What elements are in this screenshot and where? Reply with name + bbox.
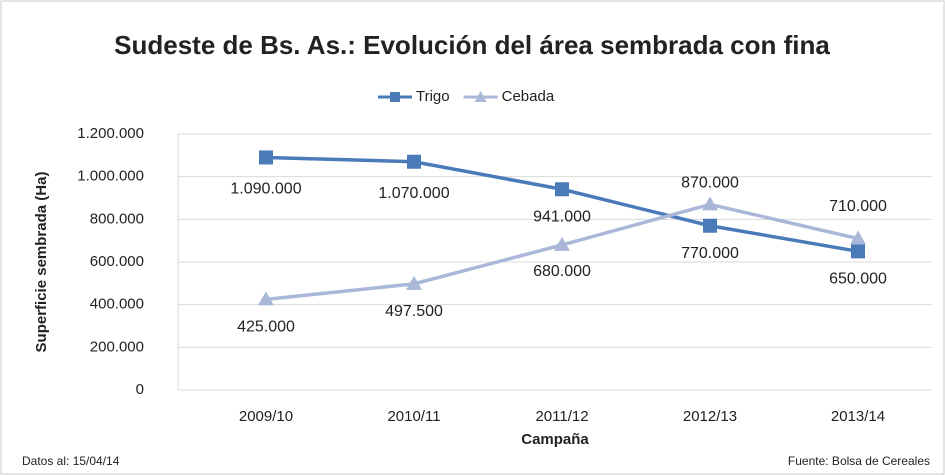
marker xyxy=(702,196,718,211)
y-tick-label: 0 xyxy=(136,381,144,398)
x-tick-label: 2009/10 xyxy=(239,408,293,425)
data-label: 710.000 xyxy=(829,198,887,215)
marker xyxy=(259,150,273,165)
y-tick-label: 200.000 xyxy=(90,338,144,355)
y-tick-label: 800.000 xyxy=(90,210,144,227)
y-axis-label: Superficie sembrada (Ha) xyxy=(33,172,50,353)
data-label: 941.000 xyxy=(533,208,591,225)
x-tick-label: 2013/14 xyxy=(831,408,885,425)
chart-title: Sudeste de Bs. As.: Evolución del área s… xyxy=(114,30,830,60)
data-label: 770.000 xyxy=(681,245,739,262)
data-label: 497.500 xyxy=(385,303,443,320)
data-label: 650.000 xyxy=(829,271,887,288)
marker xyxy=(850,230,866,245)
legend-marker xyxy=(390,92,400,102)
x-tick-label: 2010/11 xyxy=(387,408,440,425)
annotation: Datos al: 15/04/14 xyxy=(22,454,120,468)
data-label: 1.070.000 xyxy=(378,185,449,202)
y-tick-label: 1.200.000 xyxy=(77,125,144,142)
y-tick-label: 1.000.000 xyxy=(77,168,144,185)
y-tick-label: 400.000 xyxy=(90,296,144,313)
x-tick-label: 2012/13 xyxy=(683,408,737,425)
data-label: 680.000 xyxy=(533,263,591,280)
x-axis-label: Campaña xyxy=(521,431,589,448)
legend-marker xyxy=(474,91,487,102)
annotation: Fuente: Bolsa de Cereales xyxy=(788,454,930,468)
marker xyxy=(851,244,865,259)
x-tick-label: 2011/12 xyxy=(535,408,588,425)
data-label: 425.000 xyxy=(237,319,295,336)
legend-label: Trigo xyxy=(416,88,450,105)
y-tick-label: 600.000 xyxy=(90,253,144,270)
legend-label: Cebada xyxy=(502,88,555,105)
marker xyxy=(555,182,569,197)
marker xyxy=(407,154,421,169)
marker xyxy=(703,218,717,233)
data-label: 1.090.000 xyxy=(230,181,301,198)
marker xyxy=(258,291,274,306)
data-label: 870.000 xyxy=(681,175,739,192)
marker xyxy=(554,236,570,251)
marker xyxy=(406,275,422,290)
